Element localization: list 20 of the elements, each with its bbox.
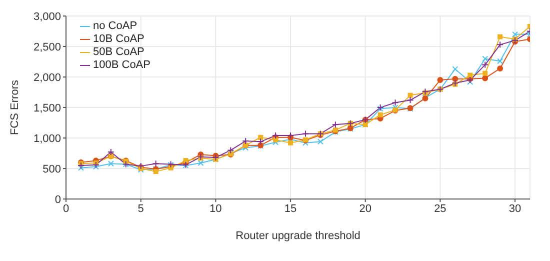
x-tick-label: 25 <box>434 202 446 215</box>
y-tick-label: 500 <box>42 163 61 176</box>
legend-label: no CoAP <box>93 20 138 33</box>
x-tick-label: 5 <box>138 202 144 215</box>
y-tick-label: 3,000 <box>33 10 61 23</box>
x-tick-label: 0 <box>62 202 70 215</box>
y-tick-label: 1,500 <box>33 102 61 114</box>
y-tick-label: 2,000 <box>33 72 61 84</box>
y-axis-title: FCS Errors <box>8 80 21 135</box>
legend-label: 100B CoAP <box>93 59 150 72</box>
x-tick-label: 20 <box>359 202 372 215</box>
x-tick-label: 30 <box>508 202 522 215</box>
x-tick-label: 10 <box>210 202 222 215</box>
y-tick-label: 0 <box>54 194 61 206</box>
legend-label: 10B CoAP <box>93 33 144 46</box>
x-tick-label: 15 <box>284 202 297 215</box>
x-axis-title: Router upgrade threshold <box>236 230 360 242</box>
y-tick-label: 1,000 <box>33 132 61 145</box>
y-tick-label: 2,500 <box>33 41 61 54</box>
legend-label: 50B CoAP <box>93 46 144 59</box>
